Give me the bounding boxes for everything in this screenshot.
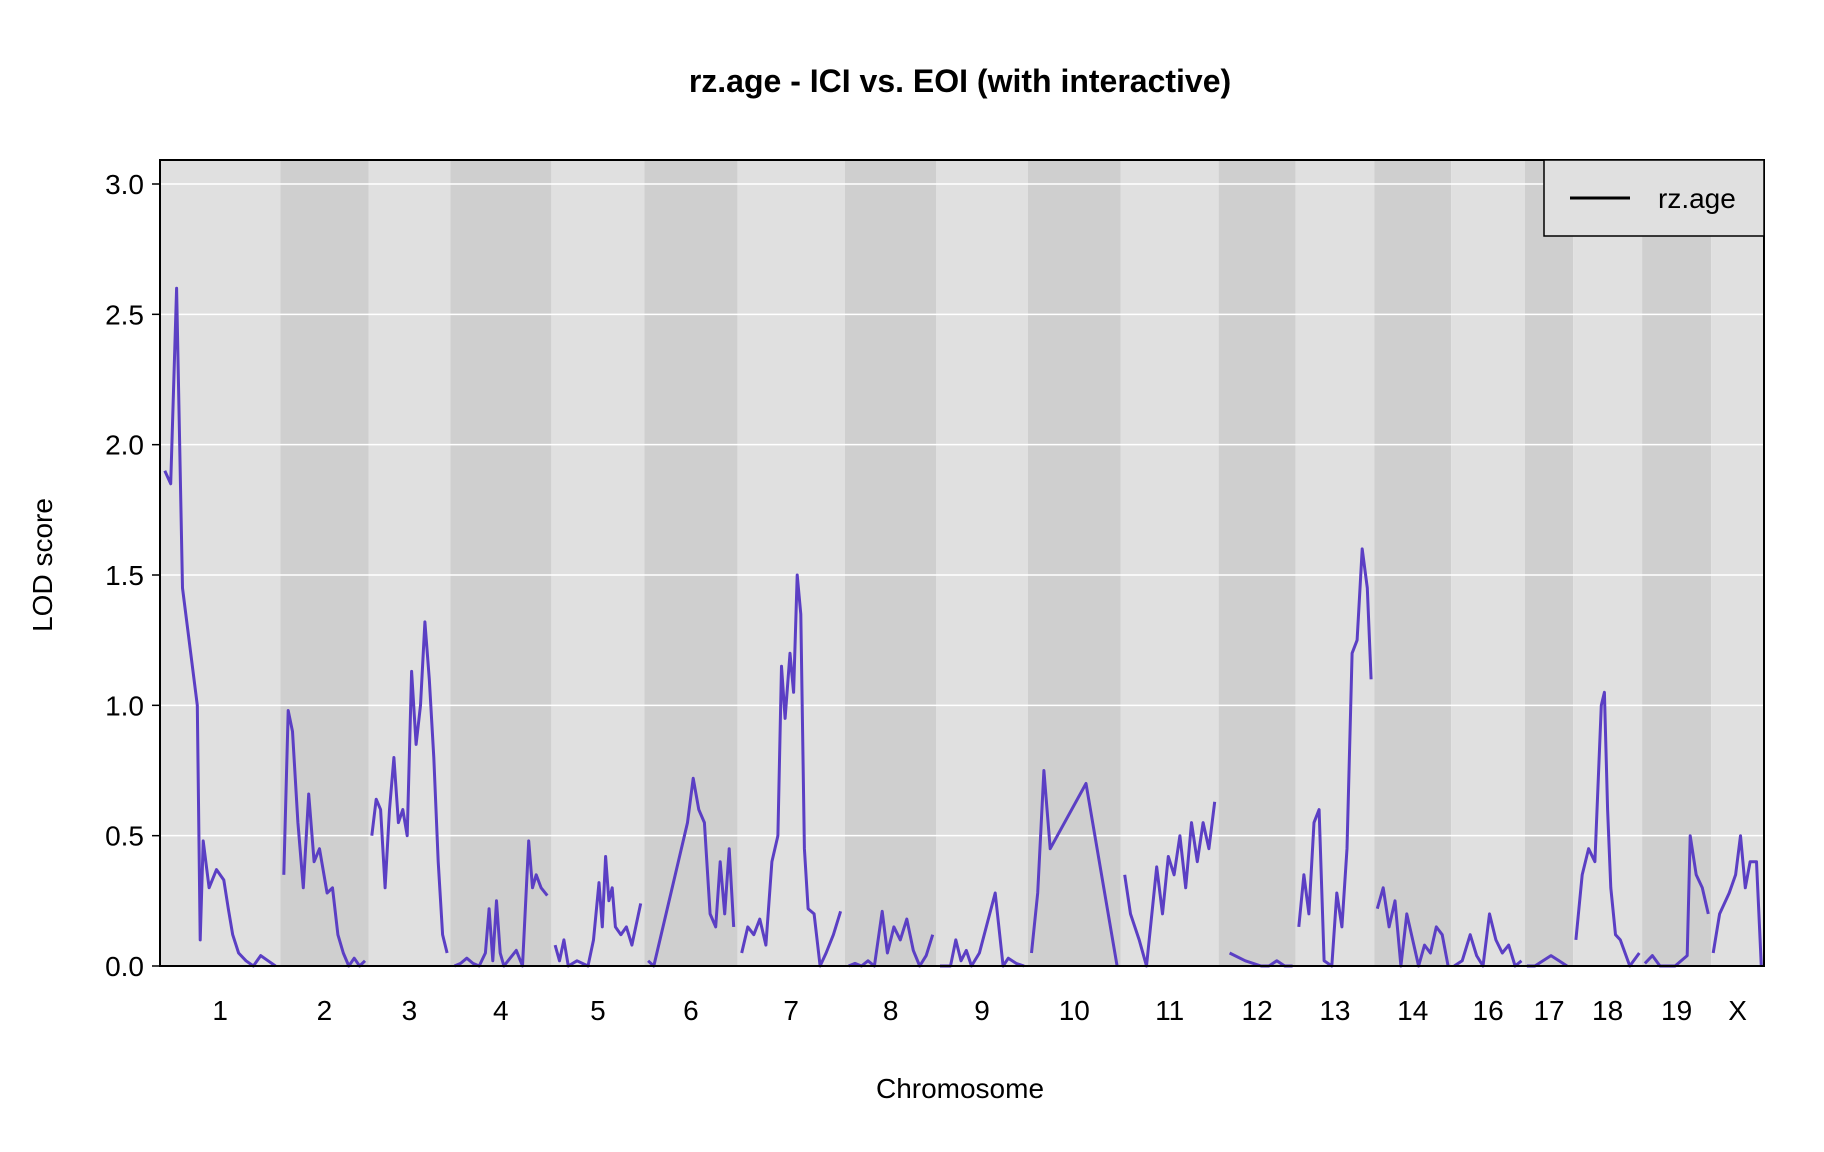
lod-line-chr-2: [282, 709, 367, 968]
chromosome-band: [1525, 160, 1574, 966]
x-tick-label: 8: [883, 995, 899, 1026]
y-tick-label: 3.0: [105, 169, 144, 200]
chromosome-band: [1120, 160, 1219, 966]
lod-line-chr-10: [1030, 769, 1119, 967]
y-tick-label: 2.5: [105, 299, 144, 330]
lod-line-chr-6: [647, 776, 736, 968]
legend: rz.age: [1543, 159, 1765, 237]
y-tick-label: 0.0: [105, 951, 144, 982]
x-tick-label: 12: [1242, 995, 1273, 1026]
x-tick-label: 3: [402, 995, 418, 1026]
x-tick-label: X: [1728, 995, 1747, 1026]
y-tick-label: 1.0: [105, 690, 144, 721]
chromosome-band: [280, 160, 369, 966]
x-tick-label: 14: [1397, 995, 1428, 1026]
y-tick-label: 0.5: [105, 821, 144, 852]
x-tick-label: 4: [493, 995, 509, 1026]
chromosome-band: [160, 160, 281, 966]
chromosome-bands: [160, 160, 1764, 966]
lod-line-chr-19: [1643, 834, 1710, 968]
chromosome-band: [551, 160, 645, 966]
lod-line-chr-1: [163, 286, 277, 968]
lod-line-chr-9: [940, 891, 1025, 968]
lod-line-chr-X: [1711, 834, 1763, 967]
lod-line-chr-7: [740, 573, 843, 968]
chromosome-band: [1642, 160, 1712, 966]
chromosome-band: [644, 160, 738, 966]
x-tick-label: 2: [317, 995, 333, 1026]
y-tick-label: 2.0: [105, 430, 144, 461]
x-axis-ticks: 1 2 3 4 5 6 7 8 9 10 11 12 13 14 16 17 18 19 X: [212, 995, 1747, 1026]
x-tick-label: 13: [1319, 995, 1350, 1026]
legend-label: rz.age: [1658, 183, 1736, 214]
chromosome-band: [936, 160, 1028, 966]
x-tick-label: 6: [683, 995, 699, 1026]
y-tick-label: 1.5: [105, 560, 144, 591]
lod-line-chr-11: [1123, 801, 1217, 968]
plot-frame: [159, 159, 1765, 967]
chart-title: rz.age - ICI vs. EOI (with interactive): [689, 63, 1231, 99]
x-tick-label: 7: [783, 995, 799, 1026]
lod-line-chr-18: [1574, 690, 1641, 968]
chromosome-band: [1711, 160, 1764, 966]
x-tick-label: 16: [1473, 995, 1504, 1026]
x-tick-label: 11: [1155, 995, 1184, 1026]
chromosome-band: [1218, 160, 1296, 966]
lod-line-chr-5: [553, 855, 643, 968]
y-axis-ticks: 0.0 0.5 1.0 1.5 2.0 2.5 3.0: [105, 169, 160, 982]
chromosome-band: [737, 160, 845, 966]
x-tick-label: 18: [1592, 995, 1623, 1026]
lod-series: [163, 286, 1763, 968]
x-tick-label: 5: [590, 995, 606, 1026]
lod-line-chr-4: [453, 839, 549, 968]
x-tick-label: 17: [1533, 995, 1564, 1026]
lod-line-chr-3: [370, 620, 449, 954]
chromosome-band: [1374, 160, 1452, 966]
x-tick-label: 9: [974, 995, 990, 1026]
lod-line-chr-14: [1375, 886, 1450, 968]
chromosome-band: [1027, 160, 1121, 966]
x-tick-label: 10: [1059, 995, 1090, 1026]
x-axis-label: Chromosome: [876, 1073, 1044, 1104]
lod-line-chr-13: [1297, 547, 1373, 968]
chromosome-band: [844, 160, 937, 966]
x-tick-label: 1: [212, 995, 228, 1026]
y-axis-label: LOD score: [27, 498, 58, 632]
lod-line-chr-16: [1453, 912, 1523, 968]
chromosome-band: [450, 160, 552, 966]
x-tick-label: 19: [1661, 995, 1692, 1026]
chromosome-band: [1451, 160, 1526, 966]
